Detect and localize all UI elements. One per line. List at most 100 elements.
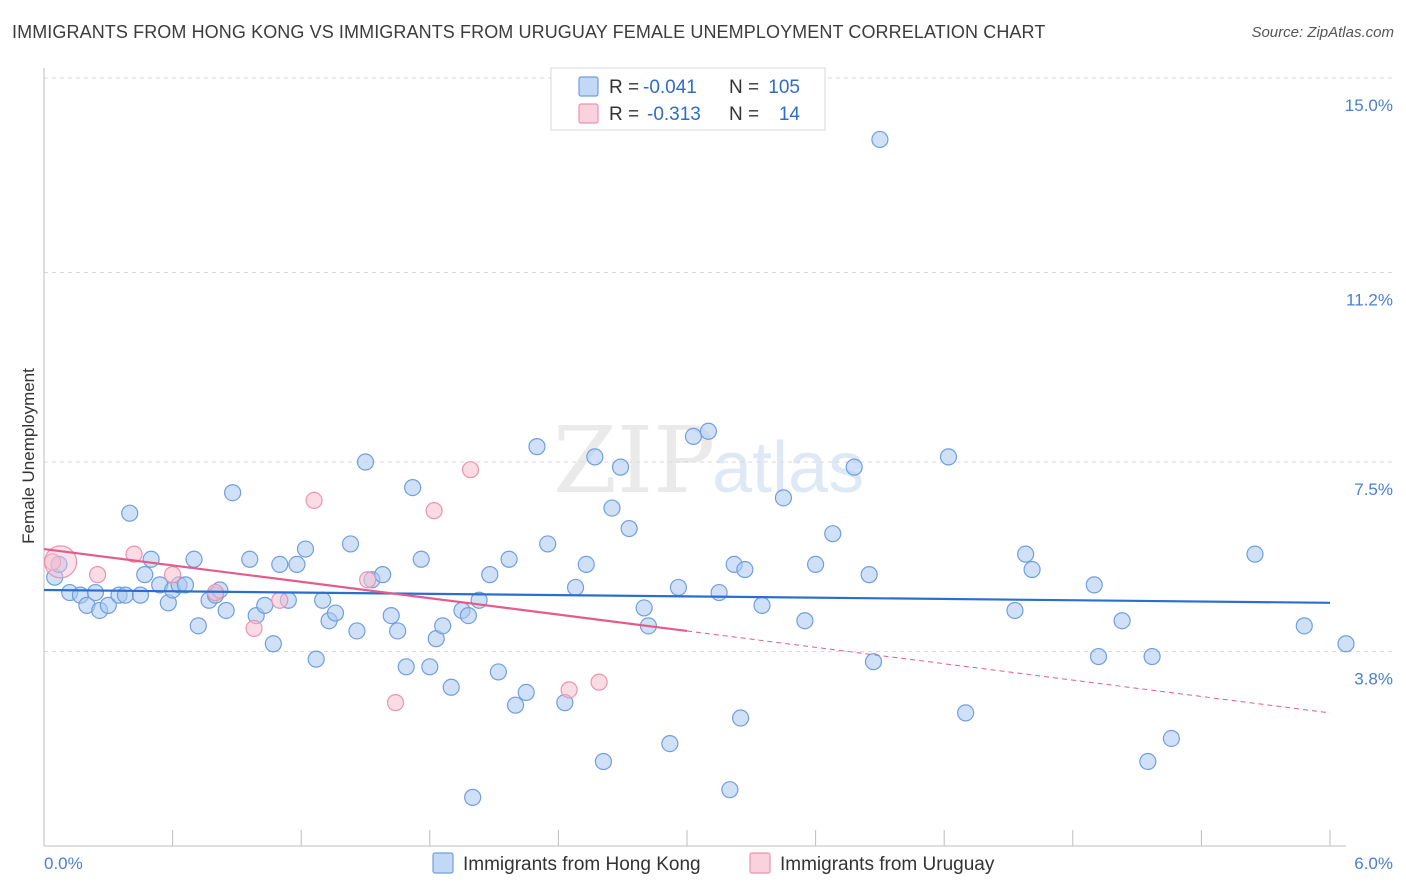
hong-kong-point-48 [421, 658, 439, 676]
x-axis-ticks [43, 830, 1331, 846]
trend-line-uruguay-extension [686, 630, 1331, 714]
legend-r-label-uy: R = [609, 104, 639, 125]
uruguay-point-8 [359, 571, 377, 589]
hong-kong-point-103 [464, 788, 482, 806]
uruguay-point-6 [271, 591, 289, 609]
hong-kong-point-95 [1089, 647, 1108, 666]
hong-kong-point-9 [116, 586, 135, 604]
hong-kong-point-18 [176, 576, 195, 594]
legend-swatch-hong-kong [578, 76, 599, 97]
legend-n-value-hk: 105 [768, 77, 800, 98]
uruguay-point-10 [425, 502, 443, 520]
hong-kong-point-87 [864, 653, 883, 671]
hong-kong-point-55 [481, 566, 499, 584]
hong-kong-point-56 [489, 663, 507, 681]
y-axis-label: Female Unemployment [19, 368, 38, 544]
hong-kong-point-33 [296, 540, 315, 558]
hong-kong-point-40 [356, 453, 375, 471]
hong-kong-point-94 [1085, 576, 1103, 594]
hong-kong-point-29 [264, 635, 282, 653]
legend-r-value-hk: -0.041 [643, 77, 697, 98]
legend-swatch-uruguay [578, 103, 599, 124]
watermark: ZIP atlas [553, 407, 864, 514]
legend-bottom: Immigrants from Hong Kong Immigrants fro… [432, 852, 995, 875]
uruguay-point-7 [305, 491, 323, 509]
legend-n-value-uy: 14 [779, 104, 801, 125]
hong-kong-point-19 [185, 550, 203, 568]
hong-kong-point-12 [136, 566, 154, 584]
y-tick-label-2: 11.2% [1346, 291, 1393, 310]
chart-title: IMMIGRANTS FROM HONG KONG VS IMMIGRANTS … [12, 22, 1046, 42]
hong-kong-point-76 [710, 583, 728, 602]
hong-kong-point-70 [635, 599, 653, 617]
bottom-legend-swatch-hong-kong [432, 852, 454, 874]
hong-kong-point-63 [566, 578, 585, 597]
hong-kong-point-44 [389, 622, 407, 640]
hong-kong-point-72 [661, 734, 679, 753]
hong-kong-point-65 [586, 448, 604, 466]
hong-kong-point-90 [957, 704, 975, 722]
hong-kong-point-26 [241, 550, 259, 568]
hong-kong-point-47 [412, 550, 430, 568]
hong-kong-point-30 [271, 555, 289, 574]
hong-kong-point-92 [1017, 545, 1035, 563]
hong-kong-point-42 [374, 566, 392, 584]
hong-kong-point-43 [382, 606, 400, 625]
hong-kong-point-73 [669, 578, 688, 597]
uruguay-point-5 [245, 619, 263, 638]
bottom-legend-label-uruguay: Immigrants from Uruguay [780, 854, 995, 875]
hong-kong-point-39 [348, 622, 366, 640]
hong-kong-point-100 [1246, 545, 1264, 563]
hong-kong-point-96 [1113, 612, 1131, 630]
y-tick-labels: 3.8% 7.5% 11.2% 15.0% [1345, 96, 1393, 688]
uruguay-point-11 [461, 461, 480, 479]
hong-kong-point-5 [86, 583, 105, 602]
hong-kong-point-58 [506, 696, 525, 714]
hong-kong-point-57 [500, 550, 518, 568]
hong-kong-point-25 [224, 484, 242, 502]
series-uruguay-points [43, 461, 608, 712]
trend-lines [43, 547, 1331, 714]
uruguay-point-9 [386, 694, 405, 712]
legend-r-value-uy: -0.313 [647, 104, 701, 125]
hong-kong-point-28 [256, 596, 274, 614]
hong-kong-point-13 [142, 550, 160, 568]
hong-kong-point-75 [699, 422, 718, 440]
hong-kong-point-50 [434, 617, 452, 635]
hong-kong-point-46 [404, 479, 422, 497]
hong-kong-point-7 [99, 596, 117, 614]
legend-n-label-uy: N = [729, 104, 759, 125]
hong-kong-point-83 [806, 555, 825, 574]
legend-n-label-hk: N = [729, 77, 759, 98]
hong-kong-point-20 [189, 617, 207, 635]
hong-kong-point-64 [577, 555, 595, 574]
hong-kong-point-89 [939, 448, 958, 466]
uruguay-point-1 [88, 566, 107, 584]
hong-kong-point-67 [603, 499, 621, 517]
hong-kong-point-10 [121, 504, 139, 522]
uruguay-point-2 [125, 545, 143, 563]
trend-line-hong-kong [43, 588, 1331, 604]
hong-kong-point-66 [594, 752, 613, 771]
hong-kong-point-97 [1139, 752, 1157, 771]
legend-top: R = -0.041 N = 105 R = -0.313 N = 14 [550, 67, 826, 131]
legend-r-label-hk: R = [609, 77, 639, 98]
hong-kong-point-78 [731, 709, 750, 727]
hong-kong-point-93 [1023, 560, 1041, 579]
x-tick-label-min: 0.0% [44, 854, 83, 873]
hong-kong-point-34 [307, 650, 325, 668]
hong-kong-point-84 [824, 525, 842, 543]
y-tick-label-3: 15.0% [1345, 96, 1393, 115]
hong-kong-point-32 [288, 555, 306, 574]
hong-kong-point-35 [314, 591, 332, 609]
hong-kong-point-37 [326, 604, 345, 622]
x-tick-label-max: 6.0% [1354, 854, 1393, 873]
hong-kong-point-69 [620, 519, 638, 538]
bottom-legend-swatch-uruguay [749, 852, 771, 874]
hong-kong-point-61 [539, 535, 557, 553]
hong-kong-point-104 [721, 781, 739, 799]
hong-kong-point-82 [796, 612, 814, 630]
uruguay-point-13 [590, 673, 608, 691]
uruguay-point-12 [560, 681, 578, 699]
hong-kong-point-80 [753, 596, 771, 614]
